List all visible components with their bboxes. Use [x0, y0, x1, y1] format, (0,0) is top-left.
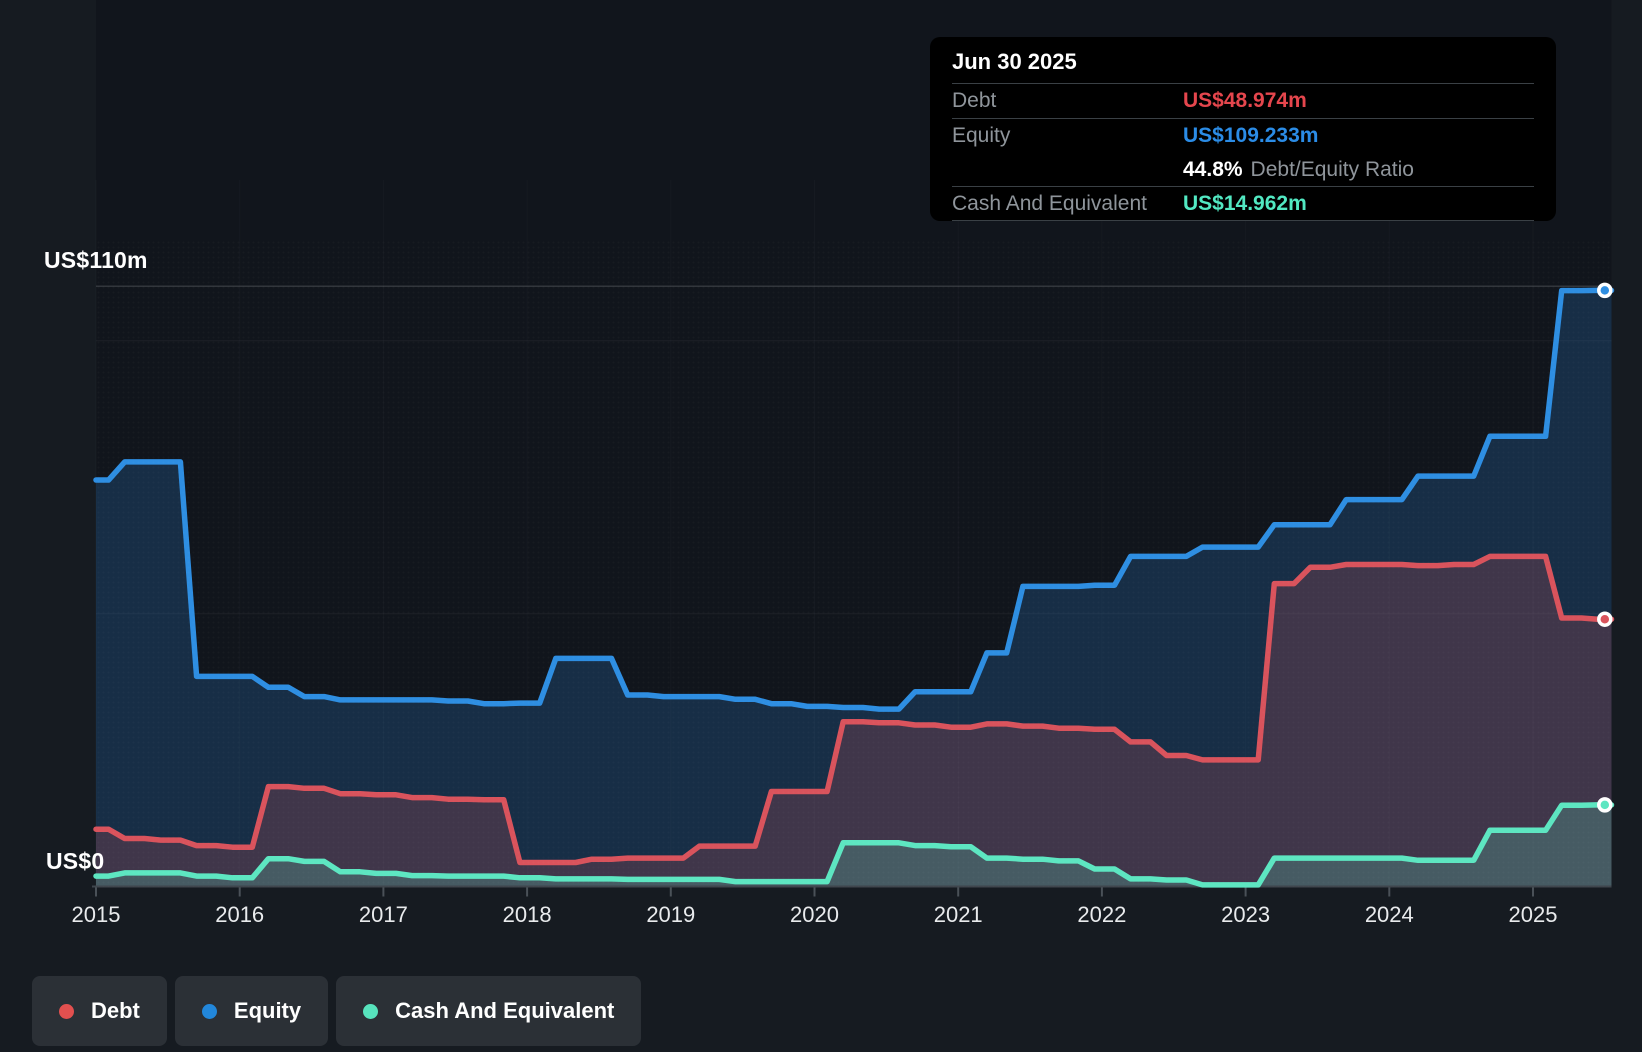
y-axis-label-zero: US$0 — [46, 848, 105, 874]
tooltip-debt-value: US$48.974m — [1183, 89, 1307, 112]
legend-item-equity[interactable]: Equity — [174, 976, 329, 1046]
x-tick-label: 2023 — [1221, 902, 1270, 927]
tooltip-equity-label: Equity — [952, 124, 1011, 147]
x-tick-label: 2024 — [1365, 902, 1414, 927]
y-axis-label-max: US$110m — [44, 247, 148, 273]
x-tick-label: 2025 — [1509, 902, 1558, 927]
equity-swatch-icon — [201, 1003, 217, 1019]
x-tick-label: 2018 — [503, 902, 552, 927]
x-tick-label: 2016 — [215, 902, 264, 927]
tooltip-equity-value: US$109.233m — [1183, 124, 1319, 147]
legend: Debt Equity Cash And Equivalent — [32, 976, 642, 1046]
x-tick-label: 2019 — [646, 902, 695, 927]
cash-last-point-marker[interactable] — [1597, 797, 1613, 813]
legend-cash-label: Cash And Equivalent — [395, 998, 615, 1023]
debt-area — [96, 556, 1612, 887]
equity-area — [96, 290, 1612, 887]
tooltip-ratio-value: 44.8% — [1183, 157, 1243, 181]
tooltip-debt-label: Debt — [952, 89, 997, 112]
legend-debt-label: Debt — [91, 998, 140, 1023]
tooltip-cash-value: US$14.962m — [1183, 191, 1307, 215]
tooltip-cash-label: Cash And Equivalent — [952, 191, 1147, 215]
legend-equity-label: Equity — [233, 998, 302, 1023]
equity-line[interactable] — [93, 287, 1615, 712]
x-tick-label: 2021 — [934, 902, 983, 927]
equity-last-point-marker[interactable] — [1597, 282, 1613, 299]
cash-swatch-icon — [363, 1003, 379, 1019]
tooltip-row-ratio: 44.8% Debt/Equity Ratio — [952, 153, 1534, 186]
legend-item-debt[interactable]: Debt — [32, 976, 167, 1046]
debt-swatch-icon — [59, 1003, 74, 1019]
legend-item-cash[interactable]: Cash And Equivalent — [336, 976, 642, 1046]
x-tick-label: 2017 — [359, 902, 408, 927]
chart-tooltip: Jun 30 2025 Debt US$48.974m Equity US$10… — [930, 37, 1556, 221]
x-tick-label: 2020 — [790, 902, 839, 927]
tooltip-row-debt: Debt US$48.974m — [952, 83, 1534, 118]
tooltip-ratio-label: Debt/Equity Ratio — [1250, 157, 1414, 181]
tooltip-row-cash: Cash And Equivalent US$14.962m — [952, 186, 1534, 221]
debt-line[interactable] — [93, 553, 1615, 866]
cash-line[interactable] — [93, 802, 1615, 888]
x-tick-label: 2015 — [72, 902, 121, 927]
x-tick-label: 2022 — [1077, 902, 1126, 927]
cash-area — [96, 804, 1612, 887]
tooltip-date: Jun 30 2025 — [952, 49, 1077, 74]
tooltip-row-equity: Equity US$109.233m — [952, 118, 1534, 153]
debt-last-point-marker[interactable] — [1597, 611, 1613, 627]
